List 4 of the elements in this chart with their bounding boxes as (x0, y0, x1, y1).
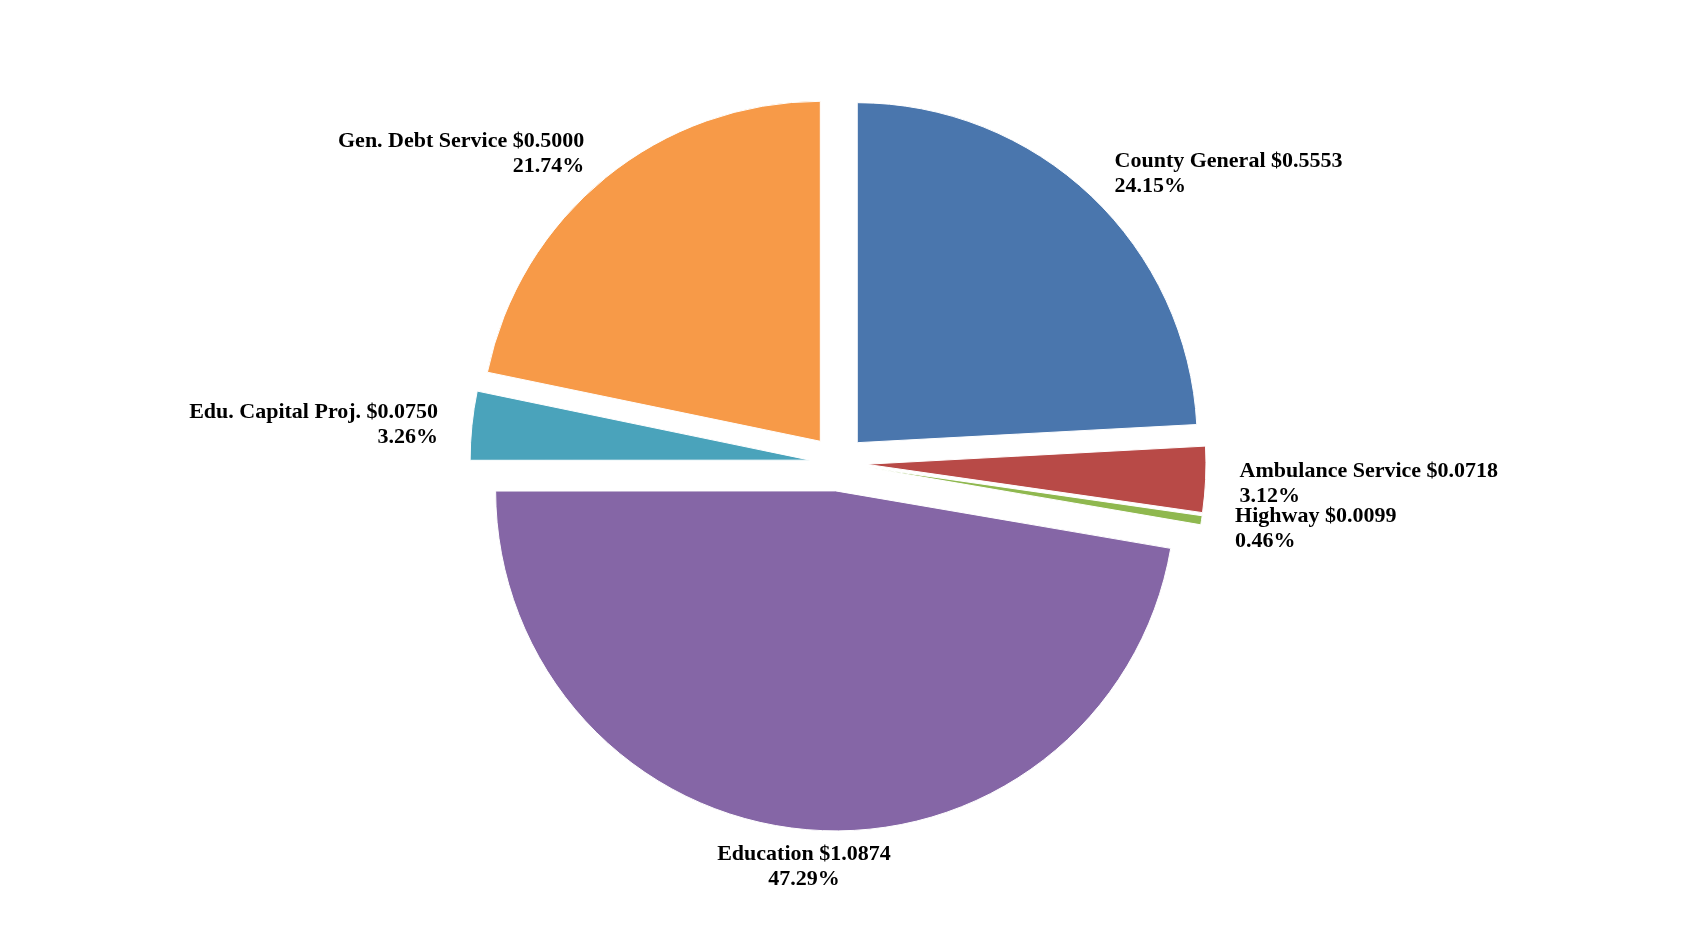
slice-label: Education $1.0874 47.29% (717, 839, 891, 890)
slice-label: County General $0.5553 24.15% (1114, 147, 1343, 198)
slice-label: Gen. Debt Service $0.5000 21.74% (338, 127, 585, 178)
slice-label: Edu. Capital Proj. $0.0750 3.26% (189, 398, 439, 449)
